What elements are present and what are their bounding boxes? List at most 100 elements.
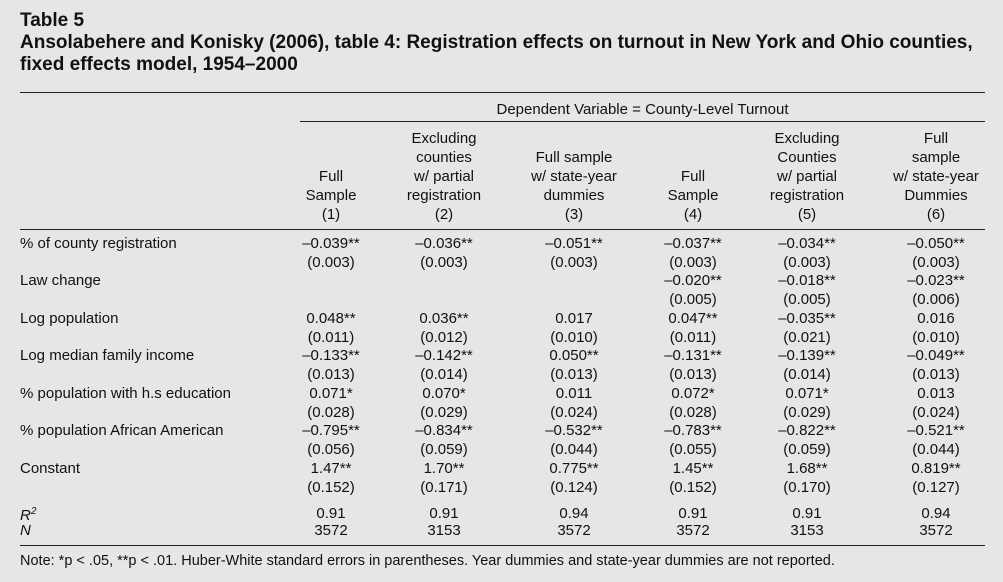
column-header-line: (2) xyxy=(434,206,454,223)
std-error-cell: (0.003) xyxy=(307,254,355,271)
std-error-cell: (0.013) xyxy=(912,366,960,383)
coefficient-cell: 0.070* xyxy=(422,385,466,402)
row-label: % population with h.s education xyxy=(20,385,231,402)
row-label: Constant xyxy=(20,460,81,477)
coefficient-cell: –0.051** xyxy=(545,235,603,252)
column-header-line: w/ state-year xyxy=(531,168,617,185)
title-block: Table 5 Ansolabehere and Konisky (2006),… xyxy=(20,10,995,76)
r-squared-cell: 0.94 xyxy=(559,505,589,522)
row-label: % population African American xyxy=(20,422,224,439)
std-error-cell: (0.171) xyxy=(420,479,468,496)
std-error-cell: (0.003) xyxy=(783,254,831,271)
std-error-cell: (0.021) xyxy=(783,329,831,346)
column-header-6: Full sample w/ state-year Dummies (6) xyxy=(871,129,1001,224)
std-error-cell: (0.170) xyxy=(783,479,831,496)
column-header-line: Sample xyxy=(667,187,719,204)
std-error-cell: (0.024) xyxy=(550,404,598,421)
std-error-cell: (0.059) xyxy=(420,441,468,458)
dependent-variable-header: Dependent Variable = County-Level Turnou… xyxy=(496,101,789,118)
std-error-cell: (0.011) xyxy=(307,329,355,346)
coefficient-cell: –0.037** xyxy=(664,235,722,252)
coefficient-cell: –0.039** xyxy=(302,235,360,252)
coefficient-cell: 0.011 xyxy=(555,385,593,402)
table-note: Note: *p < .05, **p < .01. Huber-White s… xyxy=(20,553,835,569)
std-error-cell: (0.005) xyxy=(669,291,717,308)
coefficient-cell: 0.775** xyxy=(549,460,599,477)
coefficient-cell: 0.047** xyxy=(668,310,718,327)
row-label: Log population xyxy=(20,310,119,327)
coefficient-cell: 1.47** xyxy=(310,460,352,477)
coefficient-cell: –0.139** xyxy=(778,347,836,364)
std-error-cell: (0.010) xyxy=(550,329,598,346)
coefficient-cell: –0.834** xyxy=(415,422,473,439)
std-error-cell: (0.012) xyxy=(420,329,468,346)
column-header-3: Full sample w/ state-year dummies (3) xyxy=(509,148,639,224)
n-cell: 3572 xyxy=(314,522,348,539)
coefficient-cell: 0.071* xyxy=(785,385,829,402)
column-header-line: (4) xyxy=(683,206,703,223)
r-squared-cell: 0.91 xyxy=(678,505,708,522)
column-header-2: Excluding counties w/ partial registration (… xyxy=(379,129,509,224)
coefficient-cell: 0.017 xyxy=(555,310,593,327)
std-error-cell: (0.029) xyxy=(420,404,468,421)
coefficient-cell: –0.783** xyxy=(664,422,722,439)
coefficient-cell: –0.795** xyxy=(302,422,360,439)
std-error-cell: (0.127) xyxy=(912,479,960,496)
std-error-cell: (0.003) xyxy=(912,254,960,271)
n-label: N xyxy=(20,522,31,539)
coefficient-cell: 0.819** xyxy=(911,460,961,477)
std-error-cell: (0.014) xyxy=(420,366,468,383)
n-cell: 3153 xyxy=(790,522,824,539)
column-header-line: (5) xyxy=(797,206,817,223)
coefficient-cell: –0.034** xyxy=(778,235,836,252)
std-error-cell: (0.056) xyxy=(307,441,355,458)
column-header-line: Excluding xyxy=(774,130,840,147)
column-header-line: dummies xyxy=(543,187,605,204)
column-header-line: Sample xyxy=(305,187,357,204)
std-error-cell: (0.152) xyxy=(669,479,717,496)
row-label: Law change xyxy=(20,272,101,289)
coefficient-cell: –0.035** xyxy=(778,310,836,327)
std-error-cell: (0.011) xyxy=(669,329,717,346)
std-error-cell: (0.029) xyxy=(783,404,831,421)
column-header-line: counties xyxy=(416,149,472,166)
std-error-cell: (0.010) xyxy=(912,329,960,346)
r-squared-cell: 0.91 xyxy=(316,505,346,522)
header-rule xyxy=(20,229,985,230)
std-error-cell: (0.013) xyxy=(307,366,355,383)
column-header-5: Excluding Counties w/ partial registration (… xyxy=(742,129,872,224)
coefficient-cell: 0.048** xyxy=(306,310,356,327)
column-header-line: Counties xyxy=(777,149,837,166)
std-error-cell: (0.152) xyxy=(307,479,355,496)
column-header-line: Dummies xyxy=(904,187,968,204)
coefficient-cell: –0.521** xyxy=(907,422,965,439)
std-error-cell: (0.005) xyxy=(783,291,831,308)
coefficient-cell: 0.036** xyxy=(419,310,469,327)
coefficient-cell: –0.049** xyxy=(907,347,965,364)
column-header-line: Full xyxy=(318,168,344,185)
coefficient-cell: 1.70** xyxy=(423,460,465,477)
column-header-line: Excluding xyxy=(411,130,477,147)
coefficient-cell: –0.532** xyxy=(545,422,603,439)
column-header-line: registration xyxy=(769,187,845,204)
std-error-cell: (0.013) xyxy=(550,366,598,383)
coefficient-cell: 1.45** xyxy=(672,460,714,477)
std-error-cell: (0.044) xyxy=(912,441,960,458)
r-squared-cell: 0.94 xyxy=(921,505,951,522)
std-error-cell: (0.124) xyxy=(550,479,598,496)
n-cell: 3572 xyxy=(557,522,591,539)
column-header-line: w/ partial xyxy=(776,168,838,185)
column-header-line: w/ state-year xyxy=(893,168,979,185)
column-header-line: (1) xyxy=(321,206,341,223)
column-header-line: (3) xyxy=(564,206,584,223)
bottom-rule xyxy=(20,545,985,546)
coefficient-cell: –0.131** xyxy=(664,347,722,364)
std-error-cell: (0.003) xyxy=(420,254,468,271)
coefficient-cell: 0.013 xyxy=(917,385,955,402)
table-number: Table 5 xyxy=(20,10,85,31)
r-squared-symbol: R xyxy=(20,507,31,524)
coefficient-cell: –0.018** xyxy=(778,272,836,289)
n-cell: 3572 xyxy=(919,522,953,539)
n-cell: 3572 xyxy=(676,522,710,539)
